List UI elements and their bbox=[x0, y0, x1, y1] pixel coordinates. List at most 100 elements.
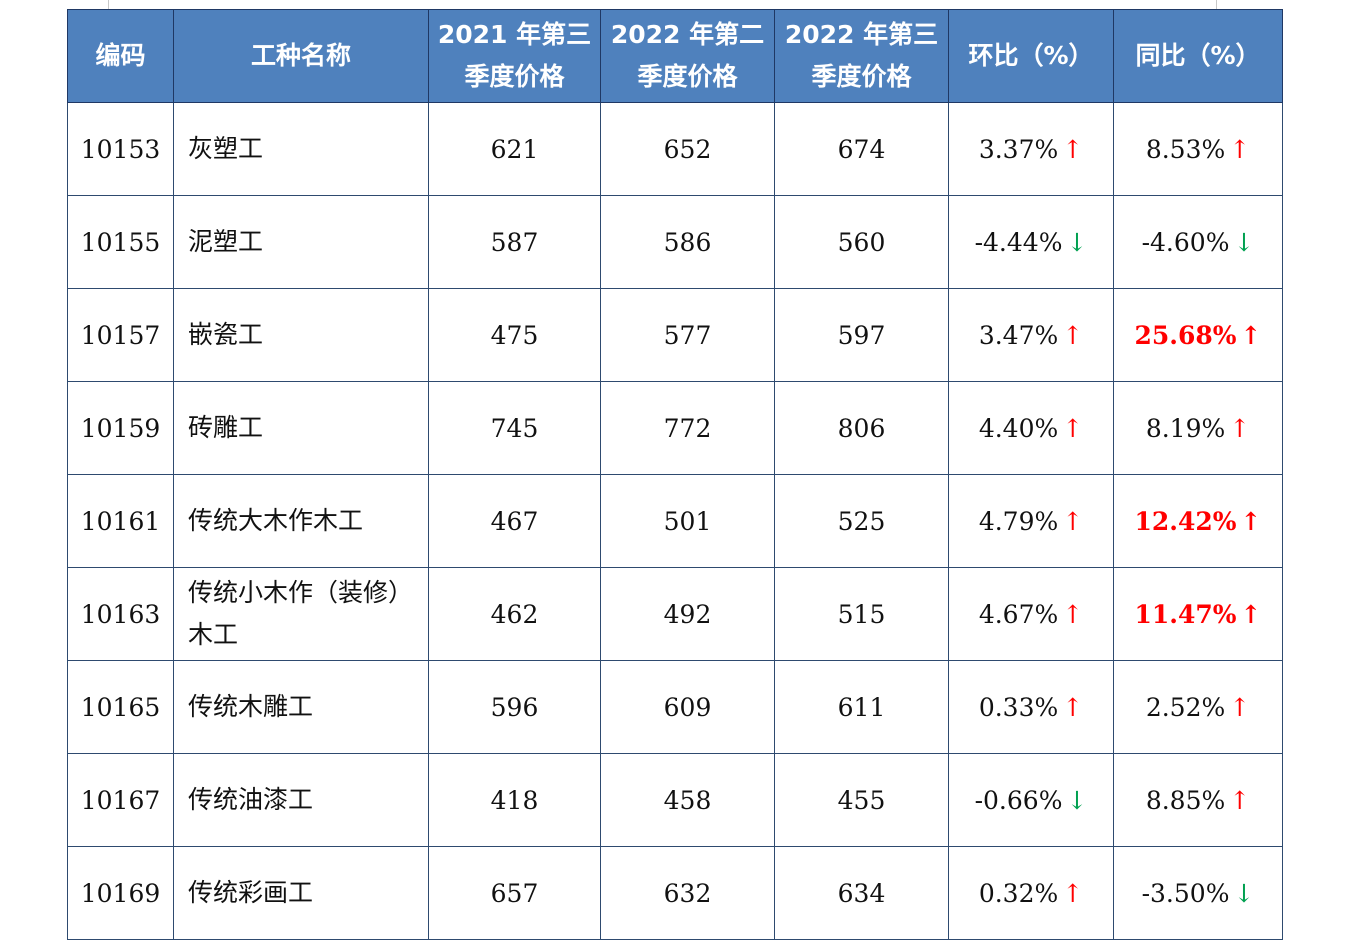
price-2021-q3-cell: 657 bbox=[428, 846, 601, 940]
table-row: 10167 传统油漆工 418 458 455 -0.66% ↓ 8.85% ↑ bbox=[67, 753, 1283, 847]
price-2022-q2-cell: 458 bbox=[600, 753, 775, 847]
yoy-change-cell: 2.52% ↑ bbox=[1113, 660, 1283, 754]
table-row: 10163 传统小木作（装修）木工 462 492 515 4.67% ↑ 11.47% ↑ bbox=[67, 567, 1283, 661]
yoy-change-value: -3.50% bbox=[1141, 878, 1230, 908]
code-cell: 10169 bbox=[67, 846, 174, 940]
mom-change-value: 4.79% bbox=[978, 506, 1059, 536]
price-2022-q2-cell: 577 bbox=[600, 288, 775, 382]
yoy-change-value: 12.42% bbox=[1134, 506, 1237, 536]
price-2021-q3-cell: 475 bbox=[428, 288, 601, 382]
price-2022-q3-cell: 806 bbox=[774, 381, 949, 475]
table-header-row: 编码 工种名称 2021 年第三季度价格 2022 年第二季度价格 2022 年… bbox=[67, 9, 1283, 103]
header-yoy-change: 同比（%） bbox=[1113, 9, 1283, 103]
yoy-change-cell: 8.85% ↑ bbox=[1113, 753, 1283, 847]
price-2022-q3-cell: 611 bbox=[774, 660, 949, 754]
arrow-up-icon: ↑ bbox=[1229, 692, 1251, 722]
arrow-down-icon: ↓ bbox=[1233, 878, 1255, 908]
mom-change-cell: -0.66% ↓ bbox=[948, 753, 1114, 847]
code-cell: 10155 bbox=[67, 195, 174, 289]
arrow-up-icon: ↑ bbox=[1062, 413, 1084, 443]
yoy-change-cell: 11.47% ↑ bbox=[1113, 567, 1283, 661]
price-2022-q2-cell: 772 bbox=[600, 381, 775, 475]
price-2022-q3-cell: 525 bbox=[774, 474, 949, 568]
trade-name-cell: 嵌瓷工 bbox=[173, 288, 429, 382]
arrow-up-icon: ↑ bbox=[1062, 878, 1084, 908]
price-2021-q3-cell: 418 bbox=[428, 753, 601, 847]
arrow-up-icon: ↑ bbox=[1229, 785, 1251, 815]
price-2022-q2-cell: 501 bbox=[600, 474, 775, 568]
code-cell: 10153 bbox=[67, 102, 174, 196]
trade-name-cell: 灰塑工 bbox=[173, 102, 429, 196]
trade-name-cell: 传统小木作（装修）木工 bbox=[173, 567, 429, 661]
yoy-change-value: 25.68% bbox=[1134, 320, 1237, 350]
arrow-up-icon: ↑ bbox=[1229, 134, 1251, 164]
yoy-change-value: 2.52% bbox=[1145, 692, 1226, 722]
price-2022-q3-cell: 515 bbox=[774, 567, 949, 661]
header-trade-name: 工种名称 bbox=[173, 9, 429, 103]
price-2022-q3-cell: 455 bbox=[774, 753, 949, 847]
header-2022-q3-price: 2022 年第三季度价格 bbox=[774, 9, 949, 103]
mom-change-value: -0.66% bbox=[974, 785, 1063, 815]
header-2021-q3-price: 2021 年第三季度价格 bbox=[428, 9, 601, 103]
arrow-up-icon: ↑ bbox=[1240, 599, 1262, 629]
price-2021-q3-cell: 467 bbox=[428, 474, 601, 568]
mom-change-value: 4.67% bbox=[978, 599, 1059, 629]
trade-name-cell: 传统油漆工 bbox=[173, 753, 429, 847]
yoy-change-value: 8.53% bbox=[1145, 134, 1226, 164]
code-cell: 10167 bbox=[67, 753, 174, 847]
yoy-change-value: 8.19% bbox=[1145, 413, 1226, 443]
mom-change-value: 4.40% bbox=[978, 413, 1059, 443]
mom-change-cell: -4.44% ↓ bbox=[948, 195, 1114, 289]
table-row: 10169 传统彩画工 657 632 634 0.32% ↑ -3.50% ↓ bbox=[67, 846, 1283, 940]
mom-change-value: 0.32% bbox=[978, 878, 1059, 908]
wage-price-table: 编码 工种名称 2021 年第三季度价格 2022 年第二季度价格 2022 年… bbox=[67, 9, 1283, 940]
table-row: 10165 传统木雕工 596 609 611 0.33% ↑ 2.52% ↑ bbox=[67, 660, 1283, 754]
arrow-up-icon: ↑ bbox=[1240, 506, 1262, 536]
yoy-change-cell: 8.19% ↑ bbox=[1113, 381, 1283, 475]
mom-change-cell: 4.67% ↑ bbox=[948, 567, 1114, 661]
mom-change-cell: 4.40% ↑ bbox=[948, 381, 1114, 475]
arrow-up-icon: ↑ bbox=[1062, 599, 1084, 629]
trade-name-cell: 传统彩画工 bbox=[173, 846, 429, 940]
arrow-up-icon: ↑ bbox=[1062, 506, 1084, 536]
trade-name-cell: 砖雕工 bbox=[173, 381, 429, 475]
trade-name-cell: 泥塑工 bbox=[173, 195, 429, 289]
header-2022-q2-price: 2022 年第二季度价格 bbox=[600, 9, 775, 103]
yoy-change-cell: -4.60% ↓ bbox=[1113, 195, 1283, 289]
code-cell: 10161 bbox=[67, 474, 174, 568]
header-code: 编码 bbox=[67, 9, 174, 103]
table-row: 10161 传统大木作木工 467 501 525 4.79% ↑ 12.42% ↑ bbox=[67, 474, 1283, 568]
mom-change-cell: 0.33% ↑ bbox=[948, 660, 1114, 754]
table-row: 10155 泥塑工 587 586 560 -4.44% ↓ -4.60% ↓ bbox=[67, 195, 1283, 289]
yoy-change-value: 11.47% bbox=[1134, 599, 1237, 629]
code-cell: 10159 bbox=[67, 381, 174, 475]
yoy-change-value: -4.60% bbox=[1141, 227, 1230, 257]
page-corner-mark-right bbox=[1216, 0, 1217, 9]
price-2021-q3-cell: 596 bbox=[428, 660, 601, 754]
yoy-change-cell: 25.68% ↑ bbox=[1113, 288, 1283, 382]
price-2021-q3-cell: 462 bbox=[428, 567, 601, 661]
price-2021-q3-cell: 587 bbox=[428, 195, 601, 289]
price-2021-q3-cell: 621 bbox=[428, 102, 601, 196]
table-row: 10159 砖雕工 745 772 806 4.40% ↑ 8.19% ↑ bbox=[67, 381, 1283, 475]
arrow-up-icon: ↑ bbox=[1062, 692, 1084, 722]
arrow-down-icon: ↓ bbox=[1066, 227, 1088, 257]
code-cell: 10157 bbox=[67, 288, 174, 382]
mom-change-value: 3.37% bbox=[978, 134, 1059, 164]
code-cell: 10163 bbox=[67, 567, 174, 661]
trade-name-cell: 传统大木作木工 bbox=[173, 474, 429, 568]
mom-change-cell: 4.79% ↑ bbox=[948, 474, 1114, 568]
code-cell: 10165 bbox=[67, 660, 174, 754]
header-mom-change: 环比（%） bbox=[948, 9, 1114, 103]
mom-change-value: 0.33% bbox=[978, 692, 1059, 722]
yoy-change-value: 8.85% bbox=[1145, 785, 1226, 815]
table-row: 10153 灰塑工 621 652 674 3.37% ↑ 8.53% ↑ bbox=[67, 102, 1283, 196]
table-body: 10153 灰塑工 621 652 674 3.37% ↑ 8.53% ↑ 10155 泥塑工 587… bbox=[67, 102, 1283, 940]
price-2022-q2-cell: 652 bbox=[600, 102, 775, 196]
price-2021-q3-cell: 745 bbox=[428, 381, 601, 475]
trade-name-cell: 传统木雕工 bbox=[173, 660, 429, 754]
mom-change-cell: 3.37% ↑ bbox=[948, 102, 1114, 196]
price-2022-q3-cell: 597 bbox=[774, 288, 949, 382]
arrow-up-icon: ↑ bbox=[1240, 320, 1262, 350]
price-2022-q3-cell: 634 bbox=[774, 846, 949, 940]
